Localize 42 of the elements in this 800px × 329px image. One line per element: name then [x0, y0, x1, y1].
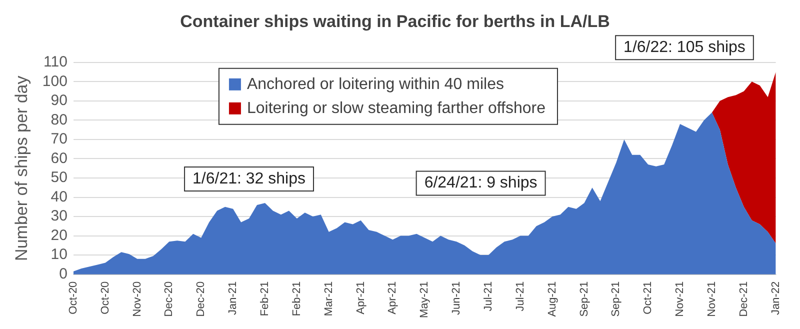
x-tick-label: Nov-21 [706, 281, 718, 317]
y-tick-label: 30 [50, 208, 68, 225]
y-tick-label: 90 [50, 92, 68, 110]
y-axis-title: Number of ships per day [12, 75, 31, 261]
y-tick-label: 10 [50, 246, 68, 264]
x-tick-label: Dec-20 [195, 281, 208, 317]
x-tick-label: Mar-21 [322, 281, 335, 316]
x-tick-label: Apr-21 [386, 281, 399, 314]
x-tick-label: Jul-21 [482, 281, 494, 312]
x-tick-label: Dec-20 [163, 281, 176, 317]
legend-label: Loitering or slow steaming farther offshore [246, 100, 546, 117]
y-tick-label: 40 [50, 188, 68, 206]
x-tick-label: Nov-20 [131, 281, 144, 317]
x-tick-label: Jul-21 [514, 281, 526, 312]
x-tick-label: Jan-21 [227, 281, 240, 315]
annotation: 6/24/21: 9 ships [424, 174, 538, 192]
x-tick-label: Nov-21 [674, 281, 686, 317]
y-tick-label: 20 [50, 226, 68, 244]
chart-title: Container ships waiting in Pacific for berths in LA/LB [180, 12, 610, 31]
y-tick-label: 70 [50, 130, 68, 148]
x-tick-label: Apr-21 [354, 281, 367, 314]
y-tick-label: 50 [50, 169, 68, 186]
x-tick-label: Sep-21 [610, 281, 622, 317]
x-tick-label: Jun-21 [450, 281, 463, 315]
x-tick-label: Jan-22 [770, 281, 782, 315]
x-tick-label: May-21 [418, 281, 431, 318]
x-tick-label: Oct-21 [642, 281, 654, 314]
x-tick-label: Dec-21 [738, 281, 750, 317]
x-tick-label: Feb-21 [290, 281, 303, 316]
annotation: 1/6/21: 32 ships [192, 170, 306, 188]
text: 1/6/22: 105 ships [624, 38, 746, 56]
x-tick-label: Oct-20 [67, 281, 80, 314]
x-tick-label: Feb-21 [259, 281, 272, 316]
x-tick-label: Oct-20 [99, 281, 112, 314]
y-tick-label: 100 [42, 72, 68, 90]
legend-label: Anchored or loitering within 40 miles [246, 76, 504, 93]
x-tick-label: Aug-21 [546, 281, 558, 317]
y-tick-label: 0 [59, 265, 68, 282]
y-tick-label: 110 [44, 54, 68, 71]
y-tick-label: 80 [50, 111, 68, 128]
y-tick-label: 60 [50, 150, 68, 167]
x-tick-label: Sep-21 [578, 281, 590, 317]
